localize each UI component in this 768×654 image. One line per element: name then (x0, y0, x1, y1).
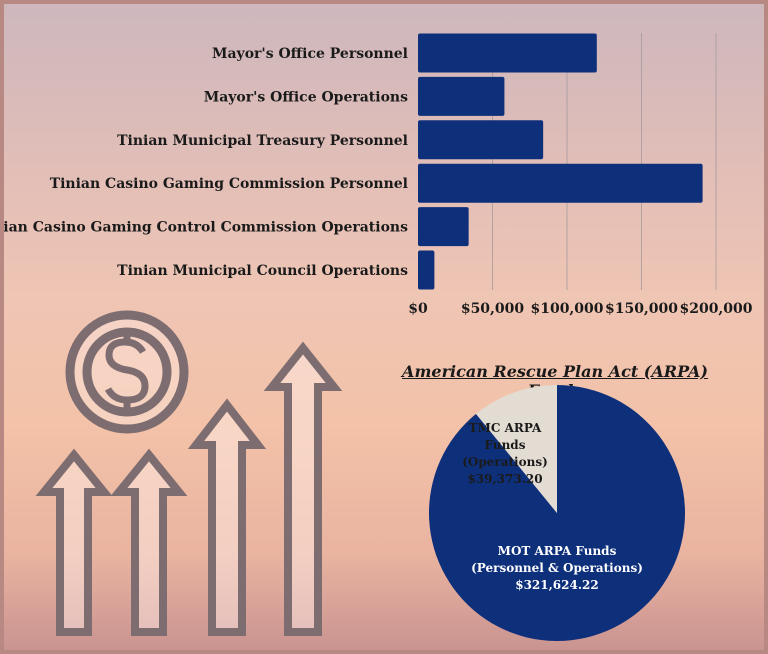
category-label: Tinian Municipal Council Operations (117, 263, 408, 279)
slice-label: Funds (485, 438, 526, 452)
bar (418, 163, 703, 203)
slice-label: TMC ARPA (469, 421, 542, 435)
decor-illustration (35, 310, 343, 636)
category-label: Mayor's Office Operations (204, 89, 408, 105)
slice-label: MOT ARPA Funds (498, 544, 617, 558)
bar (418, 33, 597, 73)
category-label: Mayor's Office Personnel (212, 46, 408, 62)
x-tick-label: $0 (408, 301, 428, 317)
slice-label: (Personnel & Operations) (471, 561, 643, 575)
category-label: Tinian Municipal Treasury Personnel (117, 133, 408, 149)
bar (418, 250, 435, 290)
category-label: Tinian Casino Gaming Control Commission … (0, 220, 408, 236)
bar-chart: $0 $50,000 $100,000 $150,000 $200,000 Mayor's… (0, 33, 753, 317)
x-tick-label: $50,000 (461, 301, 525, 317)
category-label: Tinian Casino Gaming Commission Personne… (50, 176, 408, 192)
growth-arrows-icon (35, 341, 343, 636)
pie-slice (429, 385, 685, 641)
x-tick-label: $200,000 (679, 301, 752, 317)
dollar-coin-icon (65, 310, 189, 434)
x-tick-label: $100,000 (530, 301, 603, 317)
slice-label: (Operations) (462, 455, 548, 469)
x-tick-label: $150,000 (605, 301, 678, 317)
pie-title: American Rescue Plan Act (ARPA) Funds (402, 362, 708, 400)
bar (418, 120, 544, 160)
slice-label: $321,624.22 (515, 578, 599, 592)
bar (418, 76, 505, 116)
bar (418, 207, 469, 247)
pie-slice (475, 385, 557, 513)
slice-label: $39,373.20 (467, 472, 542, 486)
